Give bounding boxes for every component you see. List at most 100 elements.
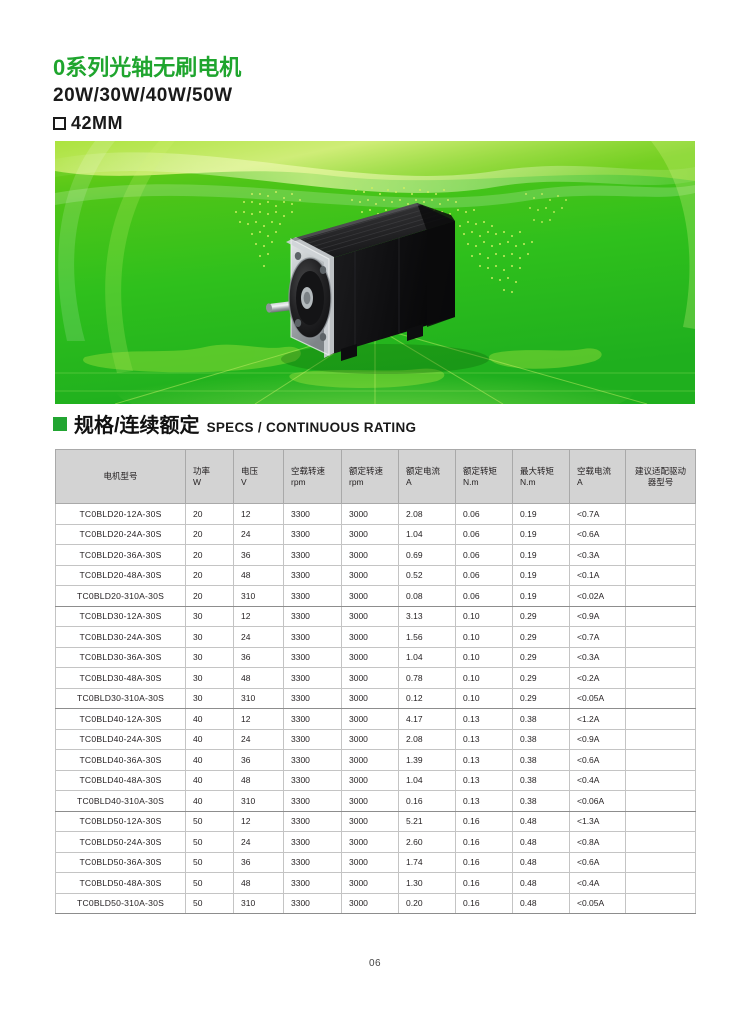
- cell-rated_torque: 0.10: [455, 626, 513, 648]
- cell-max_torque: 0.48: [512, 872, 570, 894]
- cell-driver: [625, 708, 696, 730]
- cell-voltage: 12: [233, 503, 284, 525]
- table-header-row: 电机型号 功率 W 电压 V 空载转速 rpm 额定转速 rpm 额定电流 A 额定转矩 N.m 最大转矩…: [55, 449, 696, 504]
- cell-rated_current: 0.69: [398, 544, 456, 566]
- motor-graphic: [265, 203, 489, 374]
- cell-model: TC0BLD40-36A-30S: [55, 749, 186, 771]
- cell-voltage: 12: [233, 605, 284, 627]
- cell-model: TC0BLD40-24A-30S: [55, 728, 186, 750]
- cell-voltage: 36: [233, 851, 284, 873]
- table-row: TC0BLD50-24A-30S 50 24 3300 3000 2.60 0.16 0.48…: [55, 831, 696, 853]
- cell-rated_torque: 0.06: [455, 523, 513, 545]
- cell-no_load_speed: 3300: [283, 626, 342, 648]
- table-row: TC0BLD20-12A-30S 20 12 3300 3000 2.08 0.06 0.19…: [55, 503, 696, 525]
- cell-power: 20: [185, 503, 234, 525]
- cell-no_load_speed: 3300: [283, 810, 342, 832]
- cell-rated_current: 0.12: [398, 687, 456, 709]
- cell-rated_torque: 0.06: [455, 585, 513, 607]
- cell-rated_torque: 0.16: [455, 831, 513, 853]
- cell-model: TC0BLD30-310A-30S: [55, 687, 186, 709]
- cell-max_torque: 0.48: [512, 810, 570, 832]
- cell-voltage: 310: [233, 790, 284, 812]
- cell-rated_torque: 0.13: [455, 708, 513, 730]
- cell-power: 30: [185, 687, 234, 709]
- cell-no_load_current: <0.4A: [569, 769, 626, 791]
- spec-table: 电机型号 功率 W 电压 V 空载转速 rpm 额定转速 rpm 额定电流 A 额定转矩 N.m 最大转矩…: [55, 449, 696, 914]
- cell-power: 20: [185, 585, 234, 607]
- cell-rated_torque: 0.16: [455, 892, 513, 914]
- cell-driver: [625, 810, 696, 832]
- cell-model: TC0BLD30-48A-30S: [55, 667, 186, 689]
- cell-driver: [625, 503, 696, 525]
- table-row: TC0BLD30-310A-30S 30 310 3300 3000 0.12 0.10 0.…: [55, 687, 696, 709]
- cell-power: 50: [185, 872, 234, 894]
- cell-model: TC0BLD40-12A-30S: [55, 708, 186, 730]
- cell-no_load_current: <0.6A: [569, 851, 626, 873]
- cell-no_load_speed: 3300: [283, 769, 342, 791]
- cell-rated_speed: 3000: [341, 585, 399, 607]
- cell-rated_current: 2.08: [398, 503, 456, 525]
- cell-power: 40: [185, 728, 234, 750]
- page-title: 0系列光轴无刷电机: [53, 55, 242, 80]
- cell-model: TC0BLD30-24A-30S: [55, 626, 186, 648]
- cell-no_load_current: <0.9A: [569, 728, 626, 750]
- cell-voltage: 36: [233, 749, 284, 771]
- cell-max_torque: 0.29: [512, 667, 570, 689]
- frame-size-label: 42MM: [71, 113, 124, 133]
- cell-rated_speed: 3000: [341, 523, 399, 545]
- cell-no_load_current: <0.7A: [569, 626, 626, 648]
- column-header-unit: A: [406, 476, 412, 487]
- cell-max_torque: 0.19: [512, 585, 570, 607]
- cell-driver: [625, 667, 696, 689]
- cell-voltage: 310: [233, 892, 284, 914]
- cell-rated_speed: 3000: [341, 687, 399, 709]
- cell-rated_torque: 0.10: [455, 646, 513, 668]
- column-header-label: 空载电流: [577, 465, 612, 476]
- cell-rated_current: 1.04: [398, 646, 456, 668]
- table-row: TC0BLD20-48A-30S 20 48 3300 3000 0.52 0.06 0.19…: [55, 564, 696, 586]
- column-header-label: 电机型号: [103, 471, 138, 481]
- cell-driver: [625, 626, 696, 648]
- cell-no_load_current: <1.2A: [569, 708, 626, 730]
- cell-max_torque: 0.19: [512, 564, 570, 586]
- cell-rated_current: 1.56: [398, 626, 456, 648]
- cell-rated_speed: 3000: [341, 605, 399, 627]
- column-header-unit: A: [577, 476, 583, 487]
- cell-power: 50: [185, 831, 234, 853]
- cell-driver: [625, 769, 696, 791]
- column-header-label: 额定电流: [406, 465, 441, 476]
- column-header-unit: N.m: [463, 476, 479, 487]
- cell-rated_speed: 3000: [341, 626, 399, 648]
- cell-rated_torque: 0.06: [455, 564, 513, 586]
- cell-voltage: 36: [233, 544, 284, 566]
- cell-rated_speed: 3000: [341, 831, 399, 853]
- cell-voltage: 48: [233, 667, 284, 689]
- cell-rated_speed: 3000: [341, 769, 399, 791]
- column-header-unit: N.m: [520, 476, 536, 487]
- spec-table-container: 电机型号 功率 W 电压 V 空载转速 rpm 额定转速 rpm 额定电流 A 额定转矩 N.m 最大转矩…: [55, 449, 696, 914]
- cell-no_load_speed: 3300: [283, 728, 342, 750]
- cell-driver: [625, 790, 696, 812]
- column-header-8: 空载电流 A: [569, 449, 626, 504]
- table-row: TC0BLD30-12A-30S 30 12 3300 3000 3.13 0.10 0.29…: [55, 605, 696, 627]
- cell-no_load_speed: 3300: [283, 872, 342, 894]
- cell-model: TC0BLD20-310A-30S: [55, 585, 186, 607]
- cell-power: 40: [185, 708, 234, 730]
- cell-max_torque: 0.29: [512, 626, 570, 648]
- cell-rated_speed: 3000: [341, 749, 399, 771]
- cell-max_torque: 0.29: [512, 605, 570, 627]
- cell-no_load_speed: 3300: [283, 708, 342, 730]
- cell-rated_current: 5.21: [398, 810, 456, 832]
- cell-max_torque: 0.38: [512, 749, 570, 771]
- cell-rated_speed: 3000: [341, 790, 399, 812]
- cell-voltage: 36: [233, 646, 284, 668]
- cell-no_load_speed: 3300: [283, 790, 342, 812]
- cell-no_load_current: <0.3A: [569, 646, 626, 668]
- page-number: 06: [368, 958, 382, 969]
- cell-power: 20: [185, 564, 234, 586]
- cell-voltage: 48: [233, 769, 284, 791]
- cell-driver: [625, 646, 696, 668]
- cell-max_torque: 0.38: [512, 769, 570, 791]
- cell-driver: [625, 544, 696, 566]
- cell-rated_speed: 3000: [341, 544, 399, 566]
